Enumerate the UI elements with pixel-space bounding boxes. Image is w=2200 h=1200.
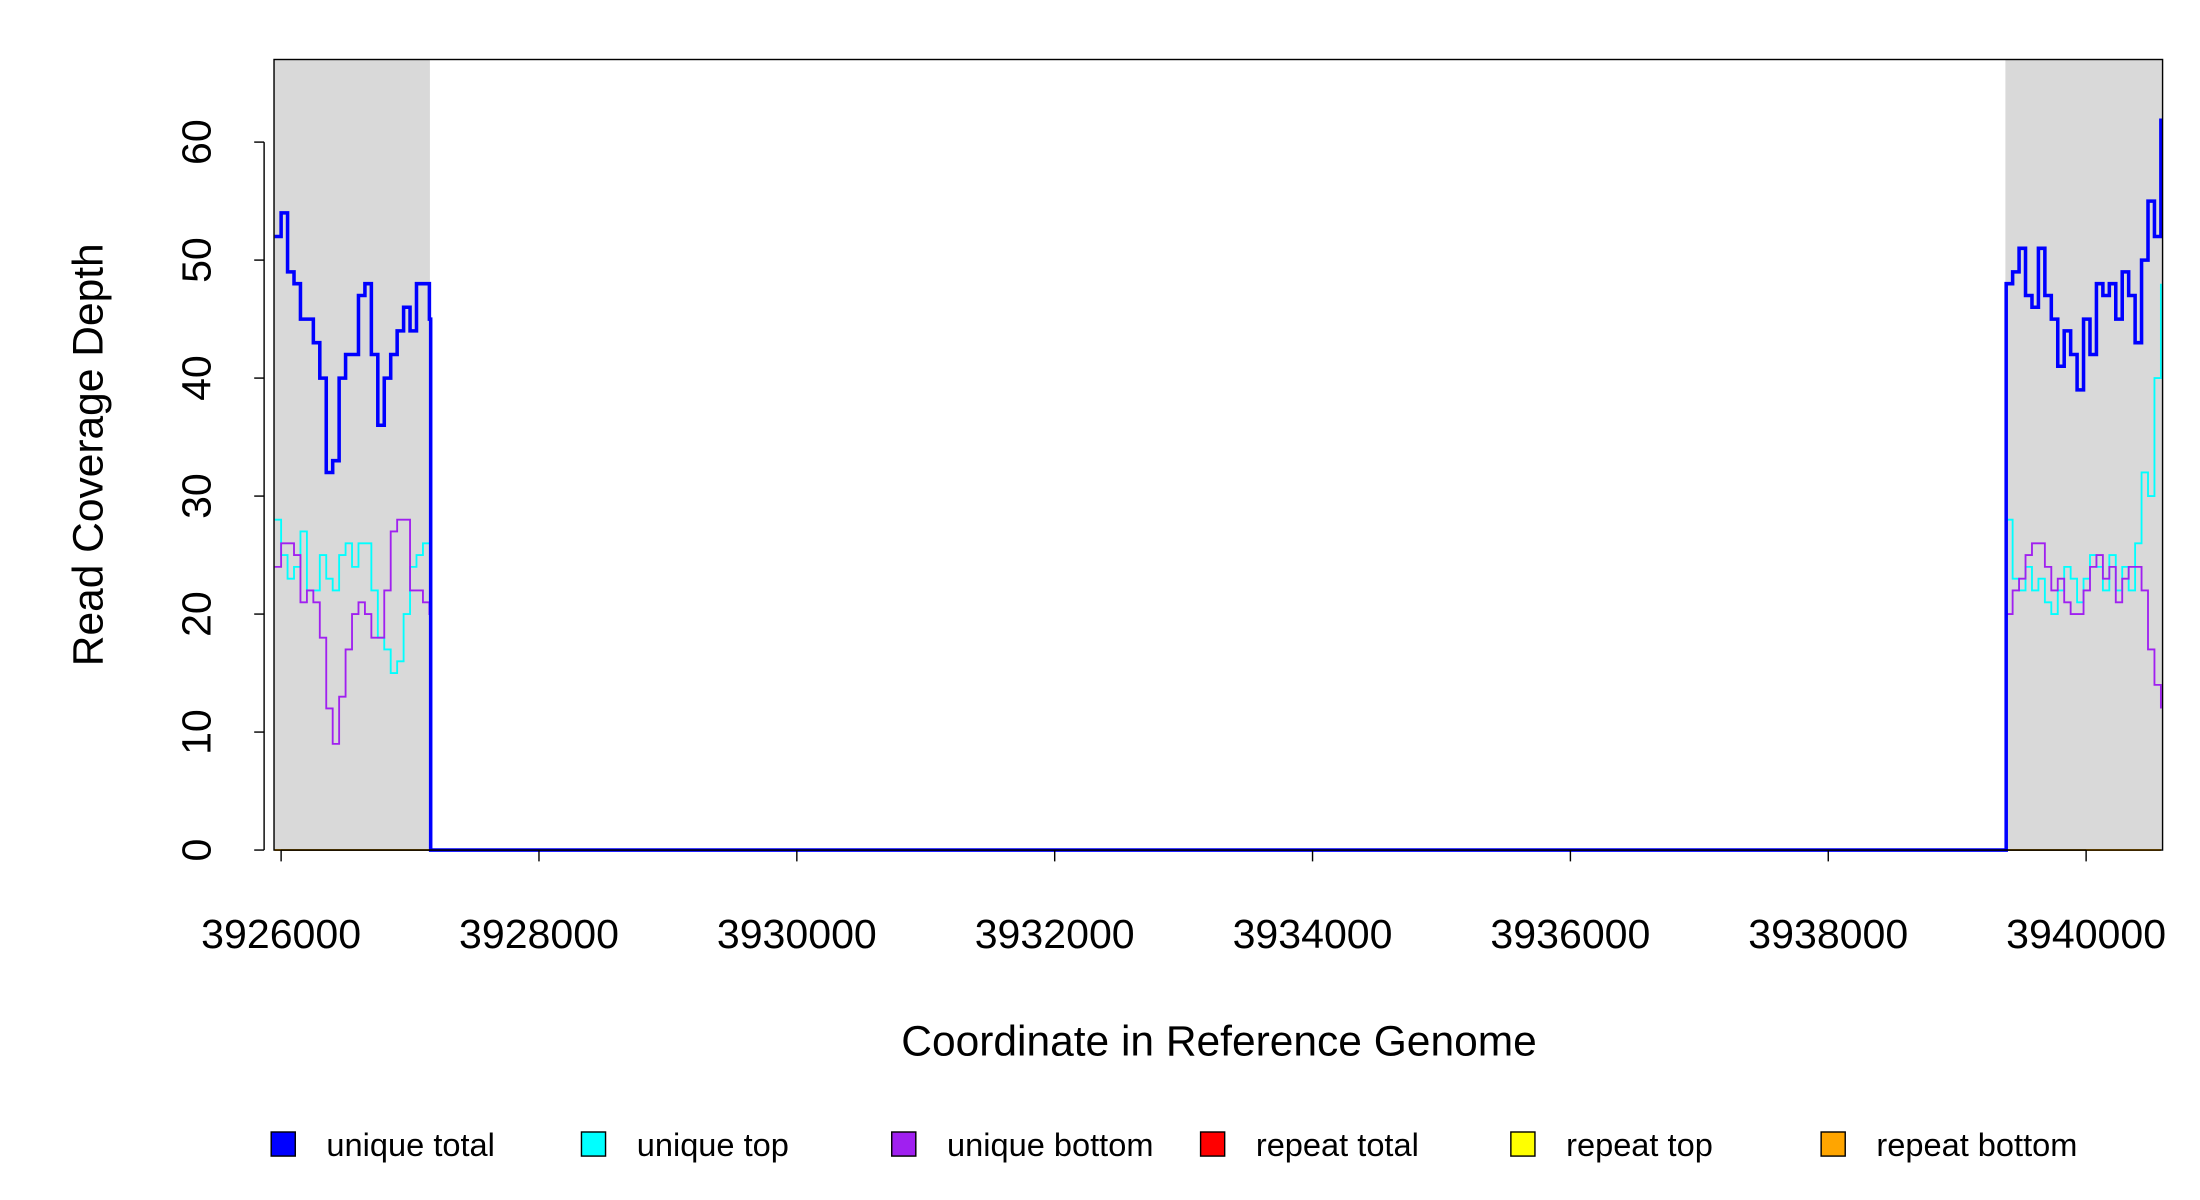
- legend-label: repeat total: [1256, 1127, 1419, 1163]
- y-tick-label: 10: [173, 709, 219, 755]
- y-tick-label: 60: [173, 119, 219, 165]
- plot-frame: [273, 58, 2164, 851]
- x-tick-label: 3936000: [1490, 911, 1650, 957]
- x-tick-label: 3930000: [717, 911, 877, 957]
- series-line: [274, 118, 2163, 852]
- x-tick-label: 3938000: [1748, 911, 1908, 957]
- x-axis-label: Coordinate in Reference Genome: [901, 1018, 1537, 1065]
- y-axis-label: Read Coverage Depth: [66, 243, 113, 666]
- shaded-region: [274, 59, 430, 851]
- legend-swatch: [580, 1131, 607, 1157]
- legend-label: repeat top: [1566, 1127, 1713, 1163]
- legend-label: unique total: [326, 1127, 494, 1163]
- y-tick-label: 20: [173, 591, 219, 637]
- legend-label: unique top: [637, 1127, 789, 1163]
- x-tick-label: 3934000: [1233, 911, 1393, 957]
- legend-swatch: [891, 1131, 917, 1157]
- legend-swatch: [1199, 1131, 1226, 1157]
- legend-swatch: [270, 1131, 296, 1157]
- x-tick-label: 3926000: [201, 911, 361, 957]
- x-tick-label: 3928000: [459, 911, 619, 957]
- y-tick-label: 0: [173, 839, 219, 862]
- y-tick-label: 50: [173, 237, 219, 283]
- series-line: [274, 518, 2162, 851]
- y-tick-label: 30: [173, 473, 219, 519]
- x-tick-label: 3932000: [975, 911, 1135, 957]
- y-tick-label: 40: [173, 355, 219, 401]
- x-tick-label: 3940000: [2006, 911, 2166, 957]
- shaded-region: [2005, 59, 2163, 851]
- legend-label: repeat bottom: [1876, 1127, 2077, 1163]
- legend-swatch: [1820, 1131, 1846, 1157]
- legend-label: unique bottom: [947, 1127, 1153, 1163]
- series-line: [274, 283, 2162, 851]
- legend-swatch: [1510, 1131, 1536, 1157]
